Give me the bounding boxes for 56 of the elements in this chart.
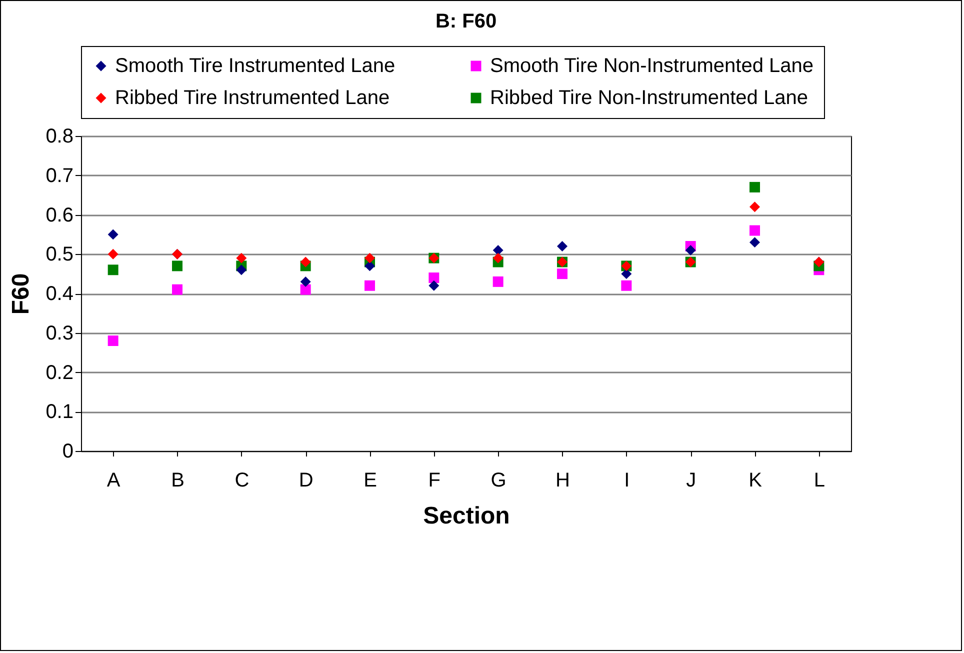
y-tick-label: 0.8	[46, 126, 74, 148]
x-tick-label: B	[171, 470, 184, 492]
y-tick-label: 0.3	[46, 322, 74, 344]
point	[428, 280, 440, 291]
x-tick-label: I	[624, 470, 630, 492]
x-tick-label: H	[556, 470, 570, 492]
y-tick-label: 0.4	[46, 283, 74, 305]
x-tick-label: G	[490, 470, 506, 492]
x-tick-label: K	[748, 470, 763, 492]
x-axis-title: Section	[423, 502, 510, 530]
point	[108, 248, 118, 260]
y-tick-label: 0.6	[46, 204, 74, 226]
legend-label: Smooth Tire Non-Instrumented Lane	[490, 55, 814, 77]
point	[236, 264, 247, 276]
y-tick-label: 0	[62, 440, 74, 462]
legend-label: Ribbed Tire Non-Instrumented Lane	[490, 87, 808, 109]
point	[750, 202, 760, 212]
point	[492, 244, 504, 256]
point	[364, 260, 375, 272]
x-tick-label: E	[364, 470, 377, 492]
point	[750, 237, 760, 248]
point	[364, 280, 375, 291]
x-tick-label: F	[428, 470, 441, 492]
point	[236, 252, 247, 264]
point	[750, 182, 760, 192]
point	[492, 276, 504, 287]
point	[492, 252, 504, 264]
point	[621, 268, 632, 280]
legend-label: Smooth Tire Instrumented Lane	[115, 55, 396, 77]
point	[621, 280, 632, 291]
x-tick-label: C	[234, 470, 250, 492]
y-tick-label: 0.2	[46, 362, 74, 384]
y-tick-label: 0.7	[46, 164, 74, 187]
point	[108, 229, 118, 240]
x-tick-label: L	[814, 470, 825, 492]
point	[300, 284, 311, 295]
x-tick-label: J	[686, 470, 696, 492]
point	[428, 272, 440, 283]
point	[750, 225, 760, 236]
point	[685, 244, 696, 256]
x-tick-label: D	[298, 470, 314, 492]
point	[300, 276, 311, 287]
point	[108, 264, 118, 276]
point	[108, 336, 118, 346]
point	[364, 252, 375, 264]
legend-label: Ribbed Tire Instrumented Lane	[115, 87, 390, 109]
y-tick-label: 0.5	[46, 244, 74, 266]
y-tick-label: 0.1	[46, 401, 74, 424]
chart-title: B: F60	[435, 10, 497, 32]
x-tick-label: A	[106, 470, 121, 492]
point	[300, 256, 311, 268]
y-axis-title: F60	[8, 273, 35, 315]
point	[557, 241, 568, 252]
point	[557, 268, 568, 280]
point	[172, 260, 182, 272]
point	[172, 284, 182, 295]
